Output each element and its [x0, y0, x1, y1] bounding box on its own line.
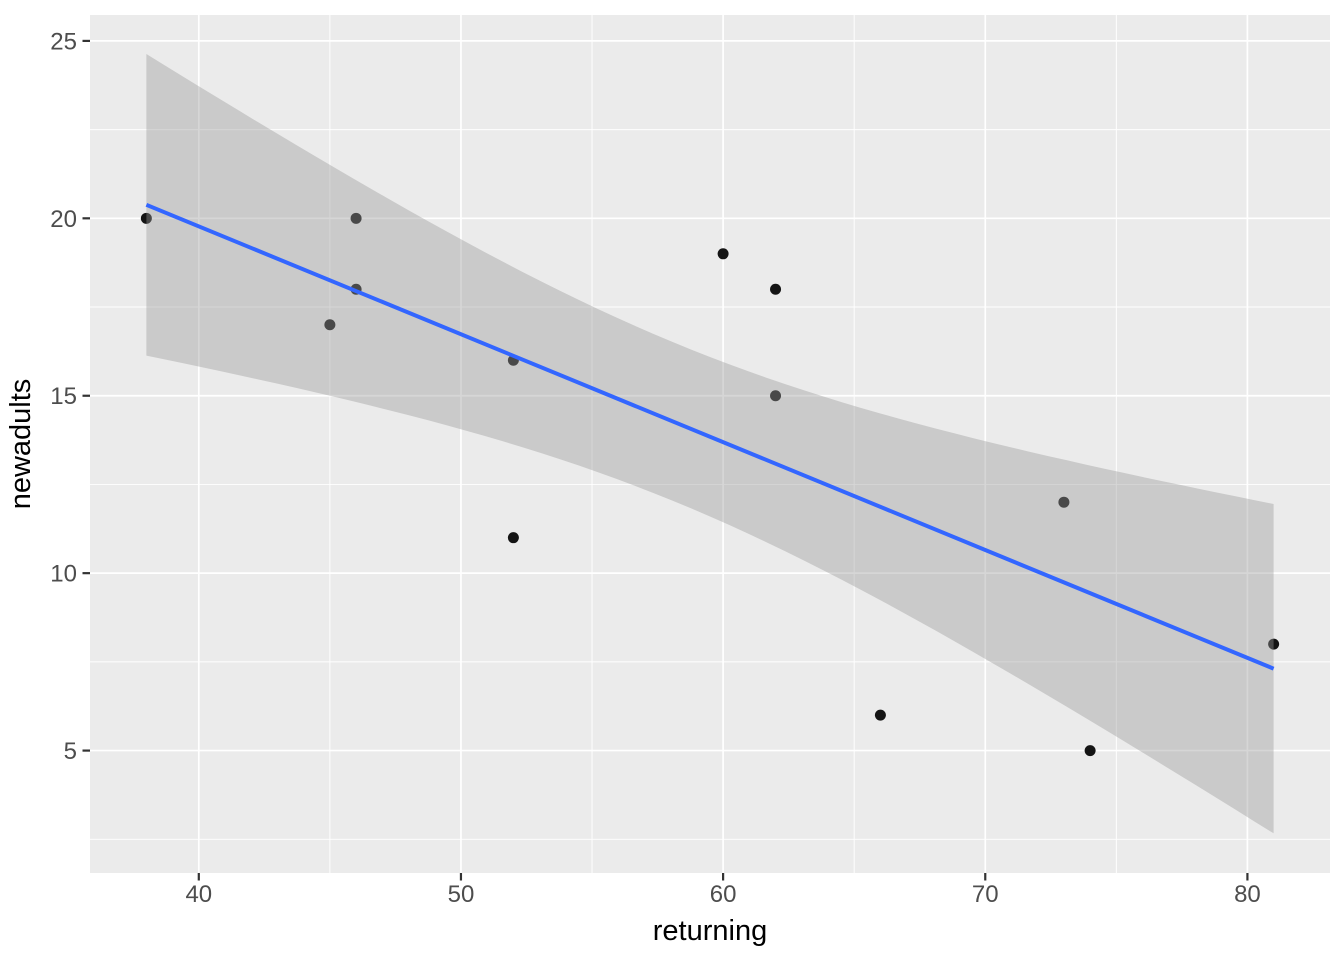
data-point — [507, 532, 519, 544]
x-tick-label: 40 — [185, 881, 212, 908]
confidence-band — [146, 54, 1274, 834]
x-tick-label: 80 — [1234, 881, 1261, 908]
data-point — [874, 709, 886, 721]
y-tick-label: 10 — [50, 561, 77, 588]
y-axis-title: newadults — [5, 379, 37, 510]
x-tick-label: 60 — [710, 881, 737, 908]
data-point — [1268, 638, 1280, 650]
data-point — [324, 319, 336, 331]
y-tick-label: 25 — [50, 28, 77, 55]
data-point — [770, 283, 782, 295]
plot-panel — [90, 15, 1330, 873]
data-point — [140, 212, 152, 224]
data-point — [717, 248, 729, 260]
y-tick-label: 5 — [64, 738, 77, 765]
data-point — [350, 212, 362, 224]
data-point — [1058, 496, 1070, 508]
data-point — [1084, 745, 1096, 757]
y-tick-label: 15 — [50, 383, 77, 410]
x-axis-title: returning — [653, 915, 767, 947]
data-point — [770, 390, 782, 402]
y-tick-label: 20 — [50, 206, 77, 233]
x-tick-label: 50 — [448, 881, 475, 908]
x-tick-label: 70 — [972, 881, 999, 908]
regression-line — [145, 202, 1275, 671]
